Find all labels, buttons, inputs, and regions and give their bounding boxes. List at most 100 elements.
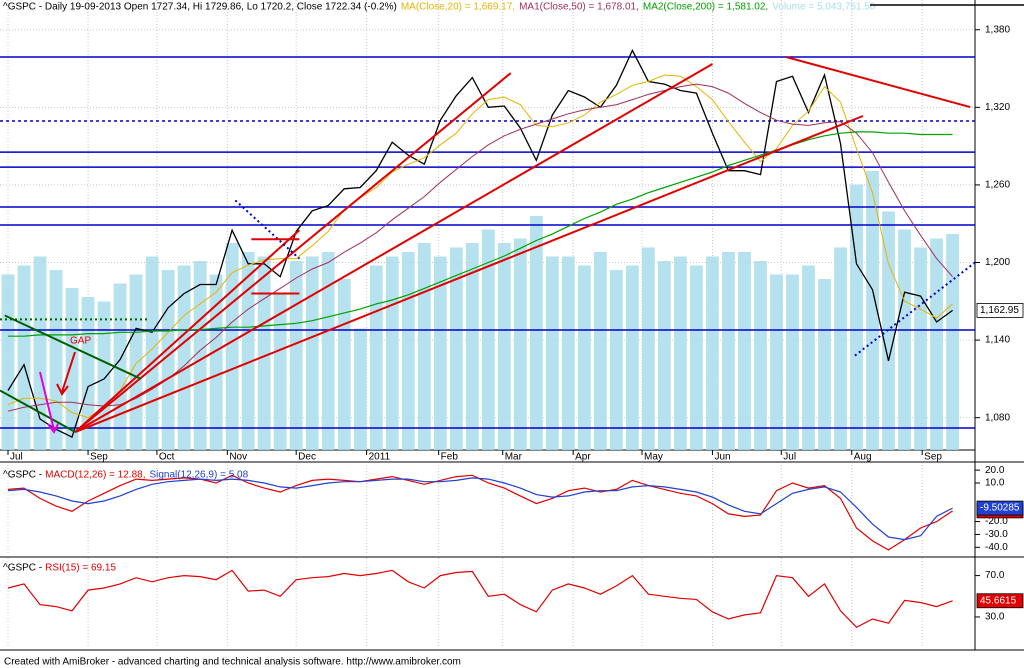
volume-bar: [658, 261, 671, 450]
volume-bar: [850, 184, 863, 450]
volume-bar: [33, 256, 47, 450]
volume-bar: [946, 234, 959, 450]
arrow: [39, 371, 59, 434]
pane-title: ^GSPC -: [3, 470, 42, 481]
y-tick-label: 70.0: [985, 570, 1005, 581]
last-value-label: 45.6615: [980, 595, 1017, 606]
volume-bar: [481, 229, 495, 450]
volume-bar: [417, 243, 431, 450]
x-tick-label: Aug: [854, 452, 872, 463]
last-value-box: [976, 303, 1024, 318]
volume-bar: [369, 265, 383, 450]
legend-entry: ^GSPC - Daily 19-09-2013 Open 1727.34, H…: [3, 2, 397, 13]
volume-bar: [706, 256, 719, 450]
trend-line: [74, 72, 512, 433]
volume-bar: [529, 216, 543, 450]
volume-bar: [241, 252, 255, 450]
last-value-box: [976, 593, 1024, 609]
x-tick-label: 2011: [369, 452, 391, 463]
volume-bar: [754, 261, 767, 450]
volume-bar: [641, 247, 655, 450]
x-tick-label: Oct: [159, 452, 175, 463]
volume-bar: [866, 171, 879, 450]
volume-bar: [353, 328, 367, 450]
volume-bar: [321, 252, 335, 450]
volume-bar: [834, 247, 847, 450]
x-tick-label: Jun: [714, 452, 730, 463]
legend-entry: MA2(Close,200) = 1,581.02,: [643, 2, 768, 13]
y-tick-label: 1,080: [985, 412, 1010, 423]
volume-bar: [337, 279, 351, 450]
volume-bar: [449, 247, 463, 450]
y-tick-label: 10.0: [985, 478, 1005, 489]
series-line: [7, 74, 953, 419]
y-tick-label: 1,140: [985, 335, 1010, 346]
trend-line: [74, 229, 301, 433]
x-tick-label: Mar: [505, 452, 523, 463]
trend-line: [4, 314, 142, 380]
y-tick-label: 1,200: [985, 257, 1010, 268]
volume-bar: [465, 243, 479, 450]
volume-bar: [1, 274, 15, 450]
legend-entry: MA1(Close,50) = 1,678.01,: [519, 2, 639, 13]
x-tick-label: Sep: [90, 452, 108, 463]
legend-entry: RSI(15) = 69.15: [45, 563, 116, 574]
trend-line: [74, 115, 864, 433]
volume-bar: [433, 256, 447, 450]
trend-line: [854, 261, 976, 357]
volume-bar: [289, 261, 303, 450]
volume-bar: [497, 243, 511, 450]
volume-bar: [81, 297, 95, 450]
volume-bar: [401, 252, 415, 450]
x-tick-label: Jul: [783, 452, 796, 463]
volume-bar: [129, 274, 143, 450]
x-tick-label: Nov: [229, 452, 247, 463]
volume-bar: [770, 274, 783, 450]
x-tick-label: Feb: [441, 452, 459, 463]
volume-bar: [818, 279, 831, 450]
y-tick-label: -40.0: [985, 542, 1008, 553]
x-tick-label: Apr: [575, 452, 591, 463]
legend-entry: Signal(12,26,9) = 5.08: [149, 470, 248, 481]
volume-bar: [513, 238, 527, 450]
volume-bar: [914, 247, 927, 450]
last-value-box: [976, 500, 1024, 516]
last-value-label: -9.50285: [980, 503, 1020, 514]
volume-bar: [690, 265, 703, 450]
y-tick-label: -20.0: [985, 516, 1008, 527]
volume-bar: [17, 265, 31, 450]
volume-bar: [930, 238, 943, 450]
footer: Created with AmiBroker - advanced charti…: [4, 657, 461, 668]
volume-bar: [577, 265, 591, 450]
volume-bar: [161, 270, 175, 450]
series-line: [7, 48, 953, 439]
volume-bar: [674, 256, 687, 450]
volume-bar: [802, 265, 815, 450]
volume-bar: [49, 270, 63, 450]
legend-entry: Volume = 5,043,751.50: [772, 2, 876, 13]
volume-bar: [225, 243, 239, 450]
annotation: GAP: [70, 336, 91, 347]
volume-bar: [193, 261, 207, 450]
volume-bar: [305, 256, 319, 450]
series-line: [7, 474, 953, 551]
arrow: [56, 351, 76, 396]
series-line: [7, 477, 953, 541]
legend-entry: MA(Close,20) = 1,669.17,: [401, 2, 515, 13]
y-tick-label: 1,320: [985, 102, 1010, 113]
y-tick-label: 20.0: [985, 465, 1005, 476]
volume-bar: [177, 265, 191, 450]
volume-bar: [738, 252, 751, 450]
volume-bar: [545, 256, 559, 450]
volume-bar: [593, 252, 607, 450]
volume-bar: [609, 270, 623, 450]
volume-bar: [625, 265, 639, 450]
volume-bar: [65, 288, 79, 450]
series-line: [7, 569, 953, 629]
pane-title: ^GSPC -: [3, 563, 42, 574]
volume-bar: [273, 292, 287, 450]
volume-bar: [257, 256, 271, 450]
volume-bar: [385, 256, 399, 450]
volume-bar: [898, 229, 911, 450]
